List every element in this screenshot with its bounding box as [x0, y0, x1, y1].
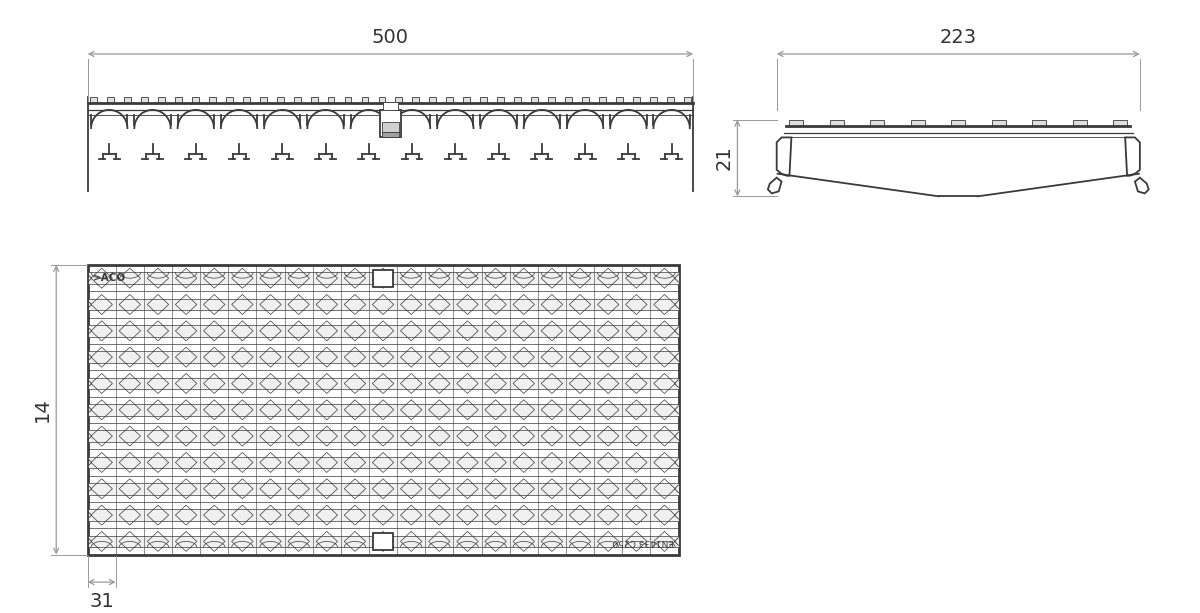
Polygon shape — [140, 97, 148, 103]
Text: 500: 500 — [372, 28, 409, 47]
Polygon shape — [1032, 120, 1046, 126]
Polygon shape — [396, 97, 402, 103]
Bar — [88, 483, 678, 495]
Text: EN1433 C250: EN1433 C250 — [612, 537, 673, 546]
Bar — [88, 325, 678, 337]
Polygon shape — [548, 97, 556, 103]
Polygon shape — [1114, 120, 1127, 126]
Bar — [88, 299, 678, 310]
Polygon shape — [175, 97, 181, 103]
Polygon shape — [497, 97, 504, 103]
Polygon shape — [361, 97, 368, 103]
Text: 223: 223 — [940, 28, 977, 47]
Polygon shape — [463, 97, 470, 103]
Polygon shape — [344, 97, 352, 103]
Polygon shape — [992, 120, 1006, 126]
Polygon shape — [532, 97, 538, 103]
Polygon shape — [1135, 178, 1148, 193]
Polygon shape — [634, 97, 640, 103]
Bar — [88, 378, 678, 389]
Bar — [373, 533, 392, 550]
Polygon shape — [768, 178, 781, 193]
Bar — [88, 265, 678, 555]
Polygon shape — [830, 120, 844, 126]
Polygon shape — [616, 97, 623, 103]
Text: 31: 31 — [89, 592, 114, 611]
Bar — [88, 536, 678, 547]
Polygon shape — [790, 120, 803, 126]
Polygon shape — [667, 97, 674, 103]
Polygon shape — [565, 97, 572, 103]
Polygon shape — [582, 97, 589, 103]
Polygon shape — [209, 97, 216, 103]
Polygon shape — [226, 97, 233, 103]
Bar — [88, 351, 678, 363]
Polygon shape — [952, 120, 965, 126]
Polygon shape — [259, 97, 266, 103]
Polygon shape — [158, 97, 164, 103]
Bar — [373, 270, 392, 287]
Polygon shape — [124, 97, 131, 103]
Polygon shape — [515, 97, 521, 103]
Polygon shape — [413, 97, 419, 103]
Polygon shape — [776, 137, 792, 176]
Polygon shape — [294, 97, 300, 103]
Bar — [88, 509, 678, 521]
Polygon shape — [1126, 137, 1140, 176]
Text: 21: 21 — [714, 146, 733, 170]
Bar — [382, 122, 400, 132]
Bar — [88, 430, 678, 442]
Polygon shape — [90, 97, 97, 103]
Polygon shape — [870, 120, 884, 126]
Polygon shape — [684, 97, 691, 103]
Bar — [88, 404, 678, 416]
Polygon shape — [1073, 120, 1087, 126]
Polygon shape — [277, 97, 283, 103]
Polygon shape — [480, 97, 487, 103]
Polygon shape — [311, 97, 318, 103]
Polygon shape — [446, 97, 454, 103]
Polygon shape — [242, 97, 250, 103]
Bar — [88, 457, 678, 468]
Polygon shape — [192, 97, 199, 103]
Bar — [88, 272, 678, 284]
Polygon shape — [650, 97, 656, 103]
Bar — [383, 102, 398, 110]
Bar — [382, 132, 400, 137]
Text: 14: 14 — [32, 397, 52, 422]
Polygon shape — [107, 97, 114, 103]
Polygon shape — [599, 97, 606, 103]
Polygon shape — [328, 97, 335, 103]
Polygon shape — [911, 120, 925, 126]
Polygon shape — [430, 97, 437, 103]
Polygon shape — [378, 97, 385, 103]
Bar — [379, 110, 401, 137]
Text: >ACO: >ACO — [92, 273, 126, 283]
